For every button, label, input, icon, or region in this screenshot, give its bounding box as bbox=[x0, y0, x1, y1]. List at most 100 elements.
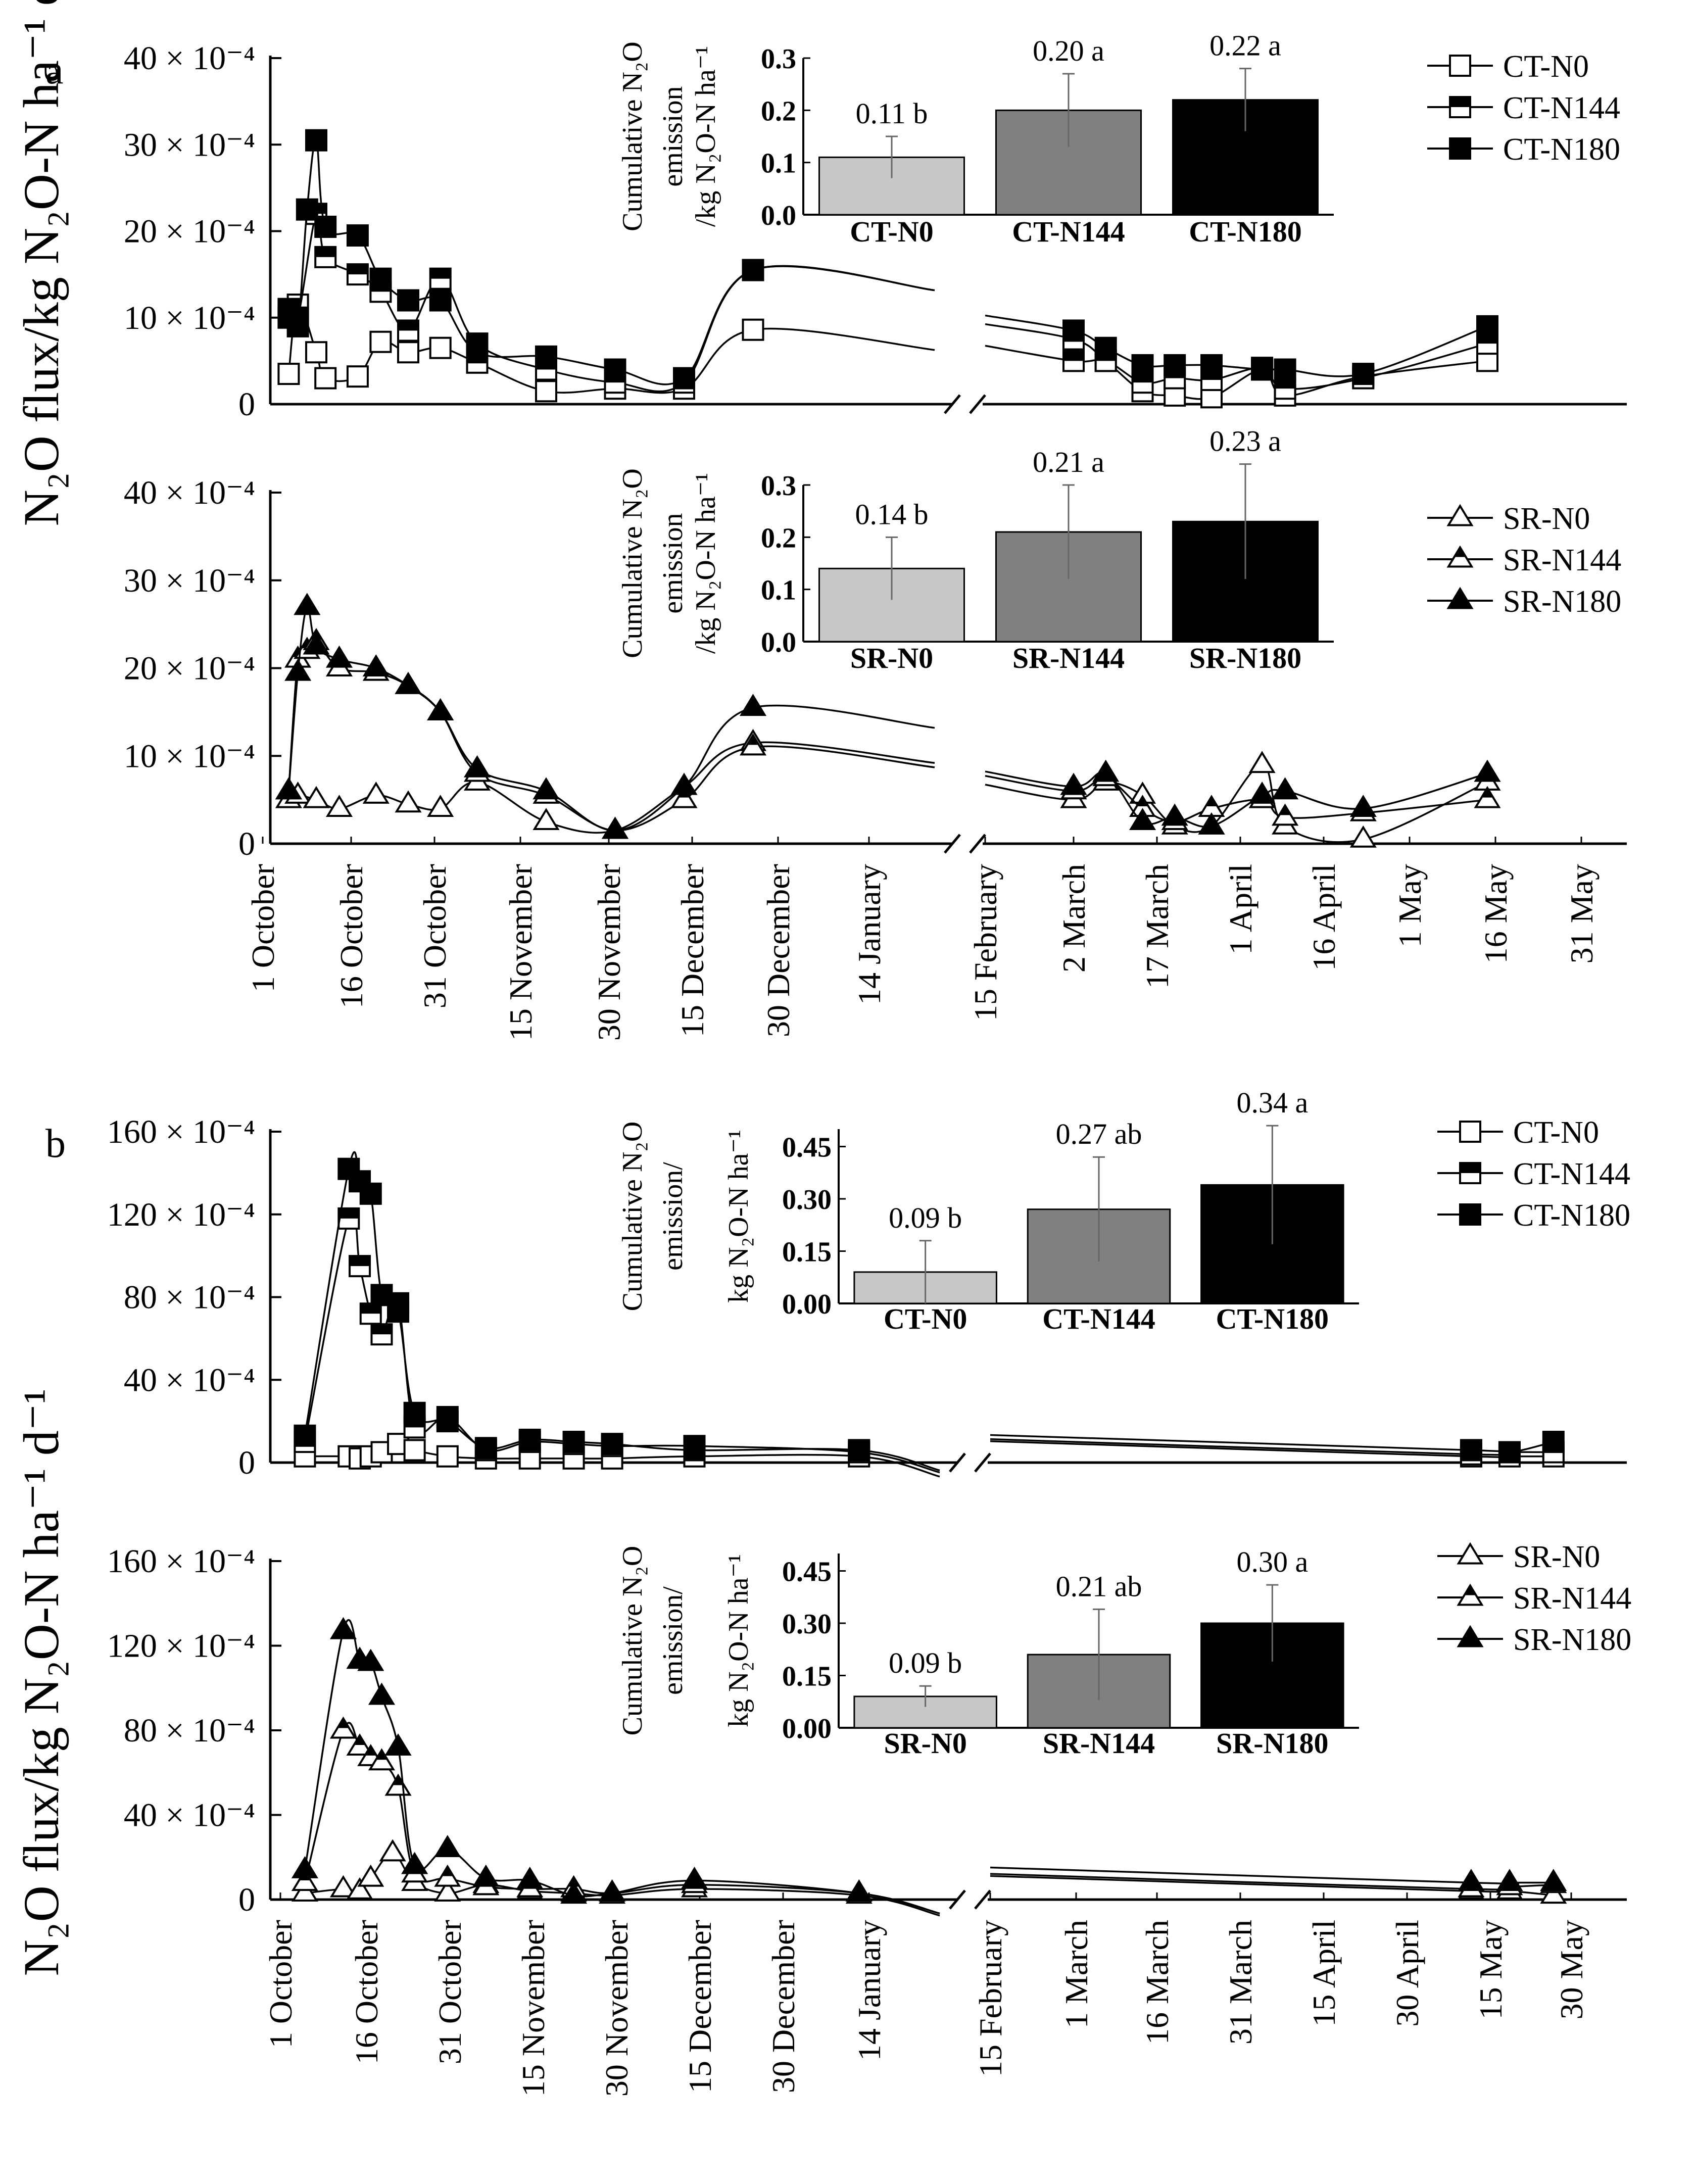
data-point bbox=[436, 1410, 459, 1433]
inset-y-tick-label: 0.00 bbox=[782, 1713, 832, 1744]
data-point bbox=[436, 1445, 459, 1468]
inset-data-label: 0.34 a bbox=[1236, 1086, 1308, 1119]
data-point bbox=[277, 363, 300, 385]
inset-y-label: emission/ bbox=[657, 1162, 689, 1271]
inset-data-label: 0.09 b bbox=[889, 1201, 962, 1234]
inset-bar-chart: 0.00 0.15 0.30 0.45 0.09 b CT-N0 0.27 ab CT-N14… bbox=[617, 1086, 1359, 1335]
axis-break-mark bbox=[974, 1889, 991, 1910]
legend-label: CT-N144 bbox=[1513, 1157, 1630, 1191]
y-tick-label: 120 × 10⁻⁴ bbox=[107, 1196, 255, 1233]
x-tick-label: 15 May bbox=[1473, 1920, 1509, 2019]
series-line bbox=[305, 1852, 940, 1917]
data-point bbox=[275, 777, 302, 800]
data-point-half bbox=[747, 735, 759, 745]
data-point bbox=[1496, 1869, 1523, 1891]
series-CT-N180 bbox=[277, 129, 1498, 390]
data-point bbox=[314, 215, 337, 238]
data-point bbox=[1498, 1441, 1521, 1464]
data-point bbox=[1248, 751, 1276, 773]
data-point bbox=[429, 336, 452, 359]
x-tick-label: 1 October bbox=[245, 864, 281, 992]
data-point bbox=[403, 1401, 426, 1424]
data-point bbox=[329, 1875, 357, 1898]
data-point bbox=[305, 129, 327, 152]
x-tick-label: 31 March bbox=[1223, 1920, 1258, 2045]
inset-bar-chart: 0.00 0.15 0.30 0.45 0.09 b SR-N0 0.21 ab SR-N14… bbox=[617, 1545, 1359, 1760]
x-tick-label: 1 April bbox=[1223, 864, 1258, 955]
inset-data-label: 0.14 b bbox=[855, 498, 929, 530]
data-point-half bbox=[1063, 351, 1084, 361]
data-point bbox=[294, 1424, 316, 1447]
legend-marker bbox=[1459, 1121, 1481, 1143]
data-point-half bbox=[338, 1208, 359, 1219]
data-point bbox=[739, 694, 767, 716]
y-tick-label: 40 × 10⁻⁴ bbox=[124, 1362, 255, 1398]
inset-data-label: 0.30 a bbox=[1236, 1545, 1308, 1578]
data-point-half bbox=[315, 247, 336, 257]
axis-break-mark bbox=[944, 834, 961, 854]
data-point bbox=[562, 1431, 585, 1453]
x-tick-label: 30 December bbox=[765, 1920, 801, 2093]
x-tick-label: 15 November bbox=[515, 1920, 551, 2097]
data-point-half bbox=[393, 1775, 404, 1785]
data-point-half bbox=[347, 264, 368, 275]
inset-data-label: 0.22 a bbox=[1209, 29, 1281, 62]
data-point bbox=[1349, 825, 1377, 848]
data-point bbox=[346, 1877, 373, 1900]
legend-label: SR-N0 bbox=[1513, 1540, 1600, 1574]
y-tick-label: 40 × 10⁻⁴ bbox=[124, 40, 255, 77]
inset-category-label: CT-N144 bbox=[1012, 215, 1125, 248]
y-tick-label: 10 × 10⁻⁴ bbox=[124, 300, 255, 336]
legend-label: SR-N180 bbox=[1513, 1623, 1631, 1657]
data-point bbox=[742, 259, 764, 281]
data-point bbox=[379, 1839, 406, 1862]
inset-data-label: 0.27 ab bbox=[1056, 1118, 1142, 1150]
inset-category-label: CT-N144 bbox=[1042, 1302, 1155, 1335]
x-tick-label: 1 October bbox=[263, 1920, 299, 2048]
data-point bbox=[1248, 782, 1276, 804]
data-point bbox=[1540, 1869, 1567, 1891]
legend-marker-half bbox=[1465, 1585, 1476, 1595]
inset-y-label: kg N₂O-N ha⁻¹ bbox=[723, 1130, 754, 1303]
x-tick-label: 15 November bbox=[503, 864, 539, 1041]
data-point bbox=[535, 380, 557, 403]
y-tick-label: 30 × 10⁻⁴ bbox=[124, 562, 255, 599]
data-point bbox=[294, 593, 321, 615]
x-tick-label: 16 May bbox=[1478, 864, 1514, 963]
data-point bbox=[397, 341, 419, 364]
x-tick-label: 2 March bbox=[1056, 864, 1092, 973]
legend-label: SR-N144 bbox=[1503, 543, 1621, 577]
data-point bbox=[670, 772, 698, 795]
data-point bbox=[848, 1439, 870, 1462]
data-point bbox=[434, 1879, 461, 1902]
inset-y-label: emission bbox=[657, 513, 689, 613]
data-point bbox=[599, 1879, 626, 1902]
axis-break-mark bbox=[949, 1889, 966, 1910]
x-tick-label: 15 April bbox=[1306, 1920, 1342, 2027]
legend-marker bbox=[1457, 1542, 1484, 1565]
legend-marker bbox=[1446, 504, 1474, 526]
data-point bbox=[429, 289, 452, 312]
data-point bbox=[303, 632, 330, 655]
legend-label: SR-N144 bbox=[1513, 1581, 1631, 1616]
panel-letter: b bbox=[45, 1122, 66, 1166]
inset-y-label: Cumulative N₂O bbox=[617, 1122, 648, 1312]
inset-data-label: 0.20 a bbox=[1033, 34, 1104, 67]
data-point bbox=[742, 318, 764, 341]
y-tick-label: 0 bbox=[238, 386, 255, 423]
legend-label: CT-N144 bbox=[1503, 91, 1620, 125]
data-point bbox=[384, 1733, 412, 1756]
data-point bbox=[1129, 808, 1156, 831]
legend-label: CT-N180 bbox=[1503, 132, 1620, 167]
data-point bbox=[368, 1682, 396, 1705]
x-tick-label: 30 April bbox=[1389, 1920, 1425, 2027]
legend-marker bbox=[1446, 587, 1474, 609]
data-point-half bbox=[337, 1718, 349, 1728]
inset-data-label: 0.11 b bbox=[856, 97, 928, 130]
inset-category-label: SR-N144 bbox=[1012, 642, 1125, 674]
data-point bbox=[359, 1182, 382, 1205]
data-point bbox=[1198, 812, 1225, 835]
inset-data-label: 0.21 a bbox=[1033, 446, 1104, 478]
inset-y-label: /kg N₂O-N ha⁻¹ bbox=[690, 473, 721, 654]
inset-y-label: Cumulative N₂O bbox=[617, 41, 648, 231]
